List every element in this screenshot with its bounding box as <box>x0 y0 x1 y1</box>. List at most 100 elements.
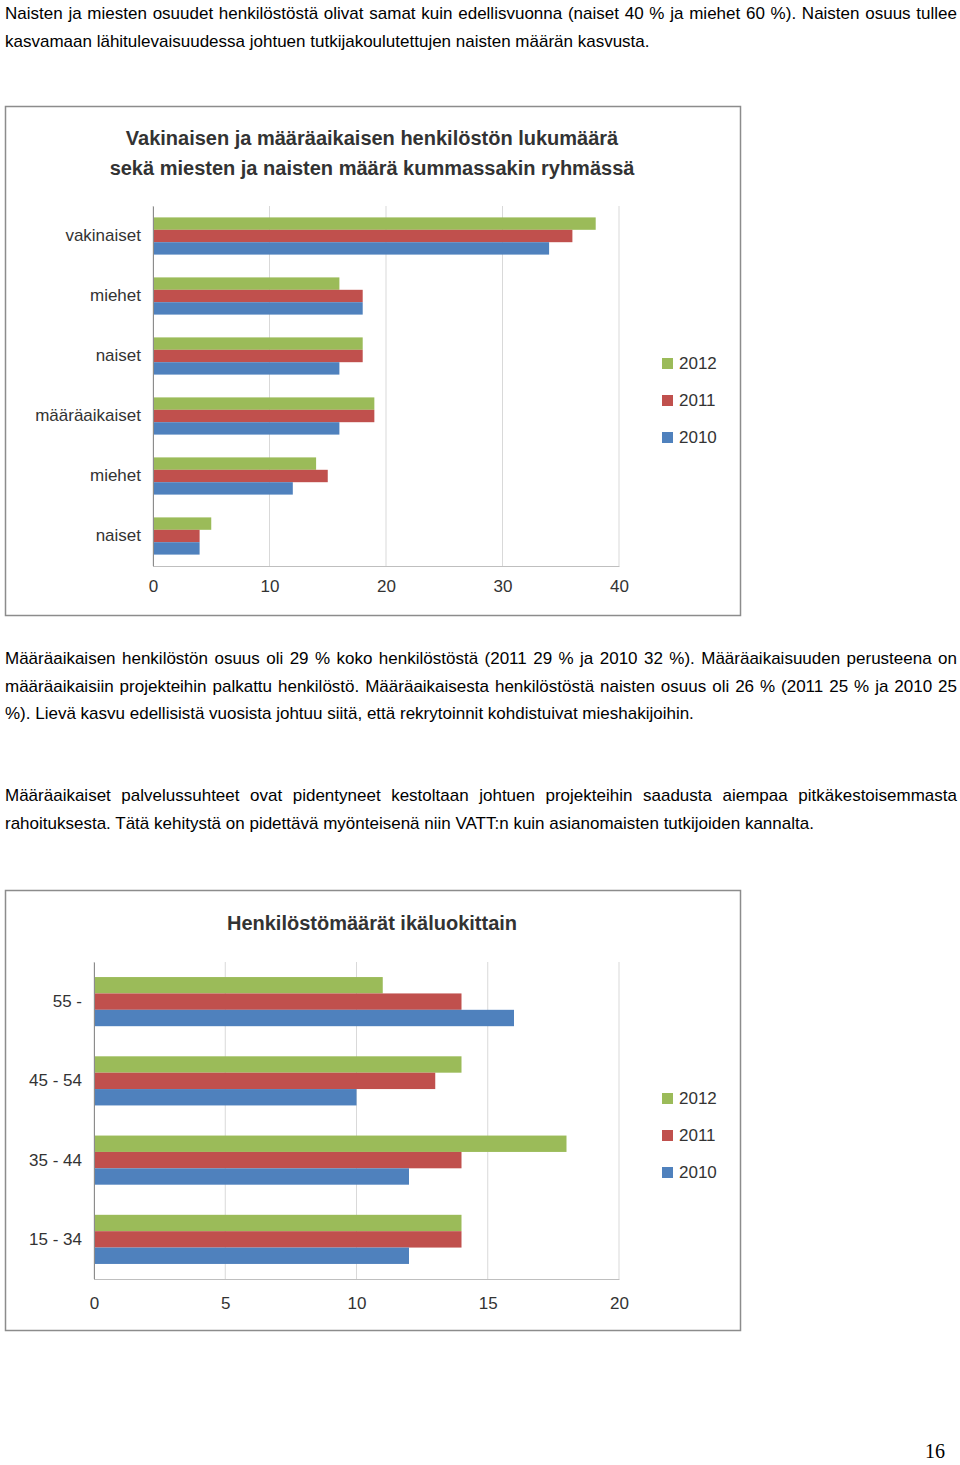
x-tick-label: 5 <box>221 1294 230 1313</box>
grid-line <box>94 962 95 1279</box>
x-axis-line <box>154 566 620 567</box>
chart-title-line: sekä miesten ja naisten määrä kummassaki… <box>110 157 636 179</box>
bar <box>94 977 383 993</box>
bar <box>153 470 328 482</box>
legend-swatch <box>662 1093 673 1104</box>
legend-label: 2011 <box>679 1126 716 1145</box>
bar <box>94 1168 409 1184</box>
y-tick: 55 - <box>53 992 94 1011</box>
x-tick: 5 <box>221 1279 230 1313</box>
grid-line <box>386 206 387 566</box>
bar-series <box>153 230 572 542</box>
y-tick: määräaikaiset <box>35 406 153 425</box>
y-tick-label: naiset <box>96 526 142 545</box>
bar <box>153 530 200 542</box>
grid-line <box>269 206 270 566</box>
bar <box>94 1248 409 1264</box>
grid <box>94 962 619 1279</box>
bar <box>94 1231 462 1247</box>
bar <box>153 482 293 494</box>
bars <box>94 977 567 1264</box>
page-charts: Vakinaisen ja määräaikaisen henkilöstön … <box>0 0 960 1465</box>
chart-title-line: Henkilöstömäärät ikäluokittain <box>227 912 517 934</box>
bar <box>153 337 363 349</box>
y-tick-label: 15 - 34 <box>29 1230 82 1249</box>
legend-item: 2011 <box>662 1126 716 1145</box>
y-tick-label: naiset <box>96 346 142 365</box>
grid-line <box>487 962 488 1279</box>
y-tick: 45 - 54 <box>29 1071 94 1090</box>
bar <box>94 1010 514 1026</box>
bar-series <box>153 242 549 554</box>
grid-line <box>619 962 620 1279</box>
bar <box>153 457 316 469</box>
bar <box>153 362 339 374</box>
y-tick: naiset <box>96 346 153 365</box>
y-tick: vakinaiset <box>65 226 153 245</box>
bar <box>94 1136 567 1152</box>
bar-series <box>153 217 596 529</box>
y-tick-label: miehet <box>90 286 141 305</box>
x-axis: 05101520 <box>90 1279 629 1313</box>
bar-series <box>94 993 462 1247</box>
y-tick: miehet <box>90 286 153 305</box>
y-axis-line <box>94 963 95 1280</box>
y-tick-label: 55 - <box>53 992 82 1011</box>
x-tick-label: 20 <box>377 577 396 596</box>
grid-line <box>502 206 503 566</box>
y-tick-label: 45 - 54 <box>29 1071 82 1090</box>
grid <box>153 206 619 566</box>
legend-swatch <box>662 1167 673 1178</box>
legend-swatch <box>662 1130 673 1141</box>
legend: 2012 2011 2010 <box>662 1089 717 1182</box>
bar <box>153 217 596 229</box>
legend-swatch <box>662 395 673 406</box>
bar <box>94 993 462 1009</box>
chart-frame <box>6 891 741 1331</box>
legend-label: 2011 <box>679 391 716 410</box>
legend-label: 2012 <box>679 1089 717 1108</box>
y-axis-line <box>153 207 154 567</box>
legend-item: 2012 <box>662 354 717 373</box>
y-tick-label: 35 - 44 <box>29 1151 82 1170</box>
bar <box>153 350 363 362</box>
bar <box>153 542 200 554</box>
x-tick-label: 15 <box>479 1294 498 1313</box>
legend-label: 2010 <box>679 428 717 447</box>
y-tick: 35 - 44 <box>29 1151 94 1170</box>
x-tick: 30 <box>494 566 513 596</box>
bar <box>153 410 374 422</box>
x-tick-label: 40 <box>610 577 629 596</box>
y-tick-label: määräaikaiset <box>35 406 141 425</box>
bar-series <box>94 1010 514 1264</box>
legend-item: 2010 <box>662 428 717 447</box>
bar <box>153 302 363 314</box>
grid-line <box>619 206 620 566</box>
y-tick-label: vakinaiset <box>65 226 141 245</box>
legend: 2012 2011 2010 <box>662 354 717 447</box>
legend-swatch <box>662 432 673 443</box>
bar <box>94 1089 357 1105</box>
bar <box>153 290 363 302</box>
chart-frame <box>6 107 741 616</box>
x-tick: 0 <box>149 566 158 596</box>
legend-item: 2010 <box>662 1163 717 1182</box>
legend-item: 2011 <box>662 391 716 410</box>
x-tick-label: 10 <box>348 1294 367 1313</box>
bar <box>153 230 572 242</box>
chart: Vakinaisen ja määräaikaisen henkilöstön … <box>6 107 741 616</box>
x-tick: 10 <box>261 566 280 596</box>
bar <box>153 422 339 434</box>
y-axis: 55 - 45 - 54 35 - 44 15 - 34 <box>29 963 94 1280</box>
bar <box>153 397 374 409</box>
x-tick-label: 0 <box>149 577 158 596</box>
x-tick-label: 30 <box>494 577 513 596</box>
legend-label: 2012 <box>679 354 717 373</box>
bar <box>94 1056 462 1072</box>
chart-title-line: Vakinaisen ja määräaikaisen henkilöstön … <box>126 127 619 149</box>
y-tick: naiset <box>96 526 153 545</box>
legend-item: 2012 <box>662 1089 717 1108</box>
y-axis: vakinaiset miehet naiset määräaikaiset miehe… <box>35 207 153 567</box>
y-tick: miehet <box>90 466 153 485</box>
page-number: 16 <box>925 1440 945 1463</box>
